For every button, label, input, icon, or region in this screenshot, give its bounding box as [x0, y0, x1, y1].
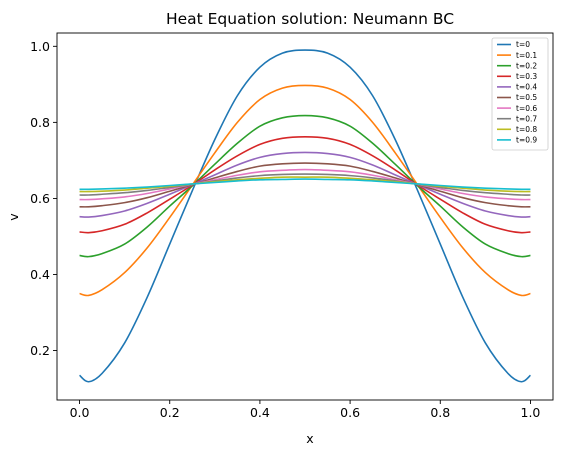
- x-tick-label: 0.2: [160, 405, 180, 420]
- series-line-t-0-4: [79, 151, 531, 218]
- y-axis-label: v: [6, 213, 21, 221]
- legend-label: t=0.2: [516, 61, 537, 70]
- legend-label: t=0.4: [516, 83, 537, 92]
- series-line-t-0-5: [79, 162, 531, 208]
- x-tick-label: 0.6: [340, 405, 360, 420]
- x-tick-label: 0.4: [250, 405, 270, 420]
- series-line-t-0-1: [79, 84, 531, 297]
- series-line-t-0-7: [79, 173, 531, 196]
- legend-label: t=0.9: [516, 136, 537, 145]
- legend-label: t=0.7: [516, 114, 537, 123]
- legend-label: t=0: [516, 40, 530, 49]
- x-tick-label: 0.8: [430, 405, 450, 420]
- y-tick-label: 0.2: [30, 343, 50, 358]
- legend-label: t=0.1: [516, 51, 537, 60]
- legend-label: t=0.5: [516, 93, 537, 102]
- series-line-t-0: [79, 49, 531, 383]
- x-tick-label: 1.0: [521, 405, 541, 420]
- x-tick-label: 0.0: [70, 405, 90, 420]
- chart-title: Heat Equation solution: Neumann BC: [166, 10, 454, 28]
- series-line-t-0-6: [79, 168, 531, 201]
- legend-label: t=0.3: [516, 72, 537, 81]
- x-axis-label: x: [306, 431, 313, 446]
- y-tick-label: 1.0: [30, 39, 50, 54]
- series-line-t-0-3: [79, 136, 531, 234]
- y-tick-label: 0.8: [30, 115, 50, 130]
- y-tick-label: 0.4: [30, 267, 50, 282]
- plot-area: 0.0 0.2 0.4 0.6 0.8 1.0 0.2 0.4 0.6 0.8 1.0 t=0 t=0.…: [30, 32, 554, 420]
- series-line-t-0-8: [79, 176, 531, 193]
- axes-frame: [56, 32, 554, 401]
- legend-label: t=0.8: [516, 125, 537, 134]
- legend-label: t=0.6: [516, 104, 537, 113]
- y-tick-label: 0.6: [30, 191, 50, 206]
- series-line-t-0-2: [79, 114, 531, 258]
- series-line-t-0-9: [79, 178, 531, 191]
